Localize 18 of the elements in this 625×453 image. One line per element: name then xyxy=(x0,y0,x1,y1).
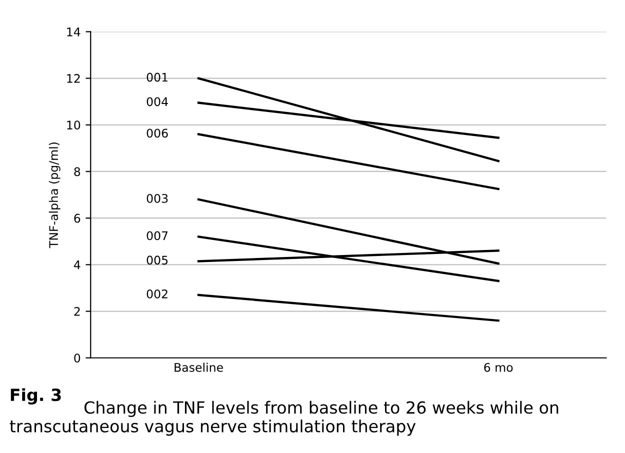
text: 004 xyxy=(146,97,168,106)
text: 001 xyxy=(146,72,168,82)
text: 007 xyxy=(146,231,168,240)
y-tick-label: 10 xyxy=(67,120,80,130)
y-tick-label: 0 xyxy=(74,354,80,363)
x-tick-label: 6 mo xyxy=(484,362,513,372)
y-axis-title: TNF-alpha (pg/ml) xyxy=(48,142,60,248)
y-tick-label: 4 xyxy=(74,260,80,270)
text: 002 xyxy=(146,289,168,298)
y-tick-label: 6 xyxy=(74,214,80,223)
y-tick-label: 8 xyxy=(74,167,80,176)
y-tick-label: 2 xyxy=(74,307,80,316)
text: 006 xyxy=(146,128,168,138)
y-tick-label: 12 xyxy=(67,74,80,83)
x-tick-label: Baseline xyxy=(174,362,223,372)
y-tick-label: 14 xyxy=(67,28,80,36)
text: 003 xyxy=(146,194,168,203)
text: 005 xyxy=(146,256,168,265)
